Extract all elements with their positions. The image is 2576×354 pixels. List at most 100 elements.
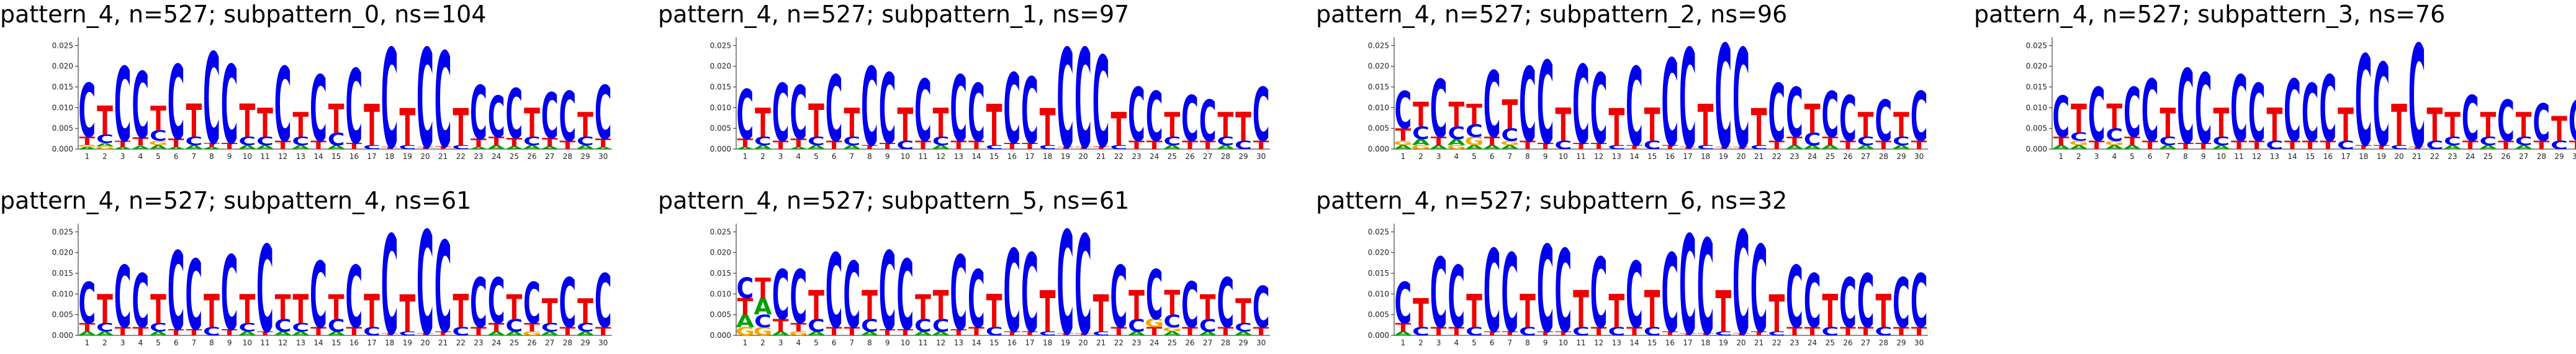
x-tick-label: 28: [1879, 338, 1888, 347]
x-tick-label: 4: [796, 338, 801, 347]
logo-letter-T: T: [1040, 279, 1056, 345]
logo-letter-C: C: [2248, 68, 2266, 160]
logo-letter-A: A: [2069, 144, 2088, 150]
logo-letter-C: C: [1608, 325, 1625, 338]
logo-letter-C: C: [238, 320, 256, 334]
x-tick-label: 27: [1203, 152, 1212, 161]
x-tick-label: 14: [971, 152, 981, 161]
logo-letter-A: A: [96, 330, 114, 337]
y-tick-label: 0.020: [52, 62, 73, 71]
x-tick-label: 13: [954, 338, 963, 347]
logo-letter-T: T: [150, 99, 166, 139]
x-tick-label: 10: [243, 152, 252, 161]
logo-letter-T: T: [542, 135, 559, 149]
y-tick-label: 0.000: [52, 331, 73, 340]
x-tick-label: 9: [885, 152, 890, 161]
logo-letter-T: T: [1004, 141, 1020, 151]
logo-letter-T: T: [559, 325, 576, 338]
x-tick-label: 25: [510, 338, 519, 347]
x-tick-label: 14: [1629, 152, 1639, 161]
x-tick-label: 6: [174, 152, 179, 161]
x-tick-label: 26: [2501, 152, 2510, 161]
logo-letter-T: T: [790, 136, 807, 150]
logo-letter-T: T: [453, 99, 469, 158]
chart-title: pattern_4, n=527; subpattern_6, ns=32: [1316, 187, 1788, 214]
logo-letter-T: T: [1253, 138, 1270, 152]
logo-letter-A: A: [736, 147, 754, 150]
x-tick-label: 20: [1078, 152, 1088, 161]
logo-letter-C: C: [274, 315, 292, 335]
logo-letter-T: T: [577, 292, 593, 332]
logo-letter-T: T: [346, 141, 363, 151]
logo-letter-C: C: [78, 271, 96, 337]
x-tick-label: 11: [1576, 152, 1585, 161]
logo-letter-C: C: [559, 78, 576, 157]
logo-letter-C: C: [505, 315, 523, 335]
logo-letter-T: T: [1680, 333, 1696, 336]
logo-letter-C: C: [1394, 82, 1412, 141]
logo-letter-C: C: [221, 235, 238, 354]
logo-letter-C: C: [1253, 72, 1270, 158]
x-tick-label: 19: [403, 338, 412, 347]
x-tick-label: 24: [1808, 152, 1817, 161]
x-tick-label: 15: [989, 152, 999, 161]
logo-letter-T: T: [595, 325, 612, 338]
x-tick-label: 22: [1114, 338, 1124, 347]
logo-letter-T: T: [2053, 134, 2069, 148]
logo-letter-C: C: [1074, 22, 1092, 180]
logo-letter-G: G: [789, 330, 808, 337]
logo-letter-T: T: [1555, 99, 1571, 152]
logo-letter-T: T: [2284, 138, 2301, 152]
logo-letter-C: C: [1679, 22, 1696, 180]
logo-letter-C: C: [1750, 144, 1768, 150]
logo-letter-C: C: [1857, 134, 1875, 148]
logo-letter-T: T: [2231, 138, 2248, 152]
logo-letter-C: C: [1572, 325, 1590, 338]
logo-letter-A: A: [1234, 330, 1253, 337]
logo-letter-T: T: [559, 138, 576, 152]
x-tick-label: 30: [1914, 152, 1924, 161]
logo-letter-C: C: [2123, 75, 2141, 153]
logo-letter-G: G: [149, 140, 168, 146]
x-tick-label: 16: [1007, 338, 1017, 347]
logo-letter-A: A: [1821, 144, 1840, 150]
logo-letter-A: A: [505, 145, 523, 150]
logo-letter-C: C: [1501, 231, 1518, 354]
logo-letter-T: T: [1911, 138, 1928, 152]
logo-letter-T: T: [773, 315, 789, 335]
logo-letter-A: A: [2479, 144, 2498, 150]
logo-letter-C: C: [2444, 134, 2461, 148]
x-tick-label: 11: [260, 152, 269, 161]
logo-letter-T: T: [897, 327, 914, 337]
logo-letter-C: C: [238, 134, 256, 148]
logo-letter-A: A: [238, 144, 257, 150]
x-tick-label: 15: [2305, 152, 2315, 161]
x-tick-label: 25: [2484, 152, 2493, 161]
logo-letter-C: C: [1074, 208, 1092, 354]
logo-letter-T: T: [204, 285, 220, 338]
logo-letter-A: A: [2212, 144, 2231, 150]
x-tick-label: 28: [1879, 152, 1888, 161]
logo-letter-C: C: [1501, 125, 1518, 145]
logo-letter-C: C: [1875, 89, 1892, 155]
logo-letter-A: A: [1465, 144, 1484, 150]
logo-letter-T: T: [1768, 285, 1785, 344]
logo-letter-T: T: [968, 325, 985, 338]
y-tick-label: 0.015: [1368, 269, 1389, 278]
logo-letter-T: T: [1146, 325, 1163, 338]
logo-letter-T: T: [1840, 325, 1857, 338]
x-tick-label: 13: [954, 152, 963, 161]
logo-letter-T: T: [542, 292, 558, 332]
logo-letter-C: C: [754, 134, 772, 148]
logo-letter-T: T: [417, 147, 434, 150]
logo-letter-T: T: [1128, 283, 1145, 329]
x-tick-label: 14: [313, 338, 323, 347]
logo-letter-T: T: [1911, 325, 1928, 338]
logo-letter-C: C: [1484, 53, 1501, 159]
x-tick-label: 19: [1719, 152, 1728, 161]
logo-letter-C: C: [932, 134, 950, 148]
x-tick-label: 25: [1826, 152, 1835, 161]
x-tick-label: 13: [1612, 152, 1621, 161]
y-tick-label: 0.025: [1368, 227, 1389, 236]
logo-letter-T: T: [1538, 141, 1554, 151]
